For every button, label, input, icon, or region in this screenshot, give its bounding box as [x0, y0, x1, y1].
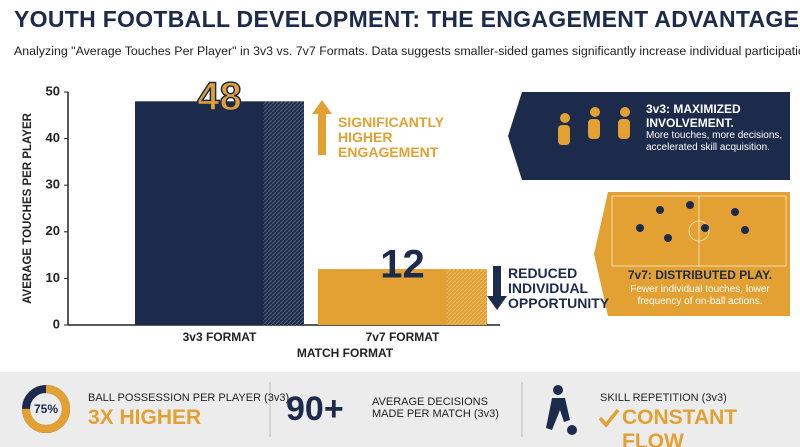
- arrow-up: [312, 100, 332, 155]
- gauge-label: 75%: [34, 402, 58, 416]
- stat-value: 90+: [286, 390, 344, 428]
- y-tick-label: 10: [46, 270, 60, 285]
- y-tick-label: 40: [46, 130, 60, 145]
- arrow-down: [487, 266, 507, 310]
- gauge-arc: [22, 385, 70, 433]
- value-label: 12: [380, 243, 425, 287]
- subtitle: Analyzing "Average Touches Per Player" i…: [14, 44, 800, 58]
- y-tick-label: 30: [46, 177, 60, 192]
- annotation: REDUCED INDIVIDUAL OPPORTUNITY: [508, 265, 610, 311]
- y-tick-label: 20: [46, 223, 60, 238]
- stat-label: SKILL REPETITION (3v3): [600, 392, 727, 404]
- callout-text: Fewer individual touches, lower frequenc…: [630, 284, 770, 307]
- y-tick-label: 0: [53, 316, 60, 331]
- players-icon: [558, 107, 630, 145]
- value-label: 48: [197, 75, 242, 119]
- callout-box: [594, 192, 790, 316]
- player-icon: [546, 385, 577, 435]
- callout-text: More touches, more decisions, accelerate…: [646, 130, 783, 153]
- y-axis-label: AVERAGE TOUCHES PER PLAYER: [22, 112, 34, 304]
- players-icon: [636, 201, 749, 242]
- x-axis-label: MATCH FORMAT: [297, 346, 394, 360]
- check-icon: [598, 408, 620, 428]
- callout-title: 7v7: DISTRIBUTED PLAY.: [627, 268, 773, 282]
- stat-value: 3X HIGHER: [88, 406, 202, 429]
- y-tick-label: 50: [46, 83, 60, 98]
- title: YOUTH FOOTBALL DEVELOPMENT: THE ENGAGEME…: [14, 6, 800, 32]
- callout-box: [508, 92, 790, 180]
- pitch-icon: [688, 220, 710, 242]
- stat-value: CONSTANT FLOW: [622, 406, 738, 447]
- bar-texture: [446, 269, 487, 325]
- x-tick-label: 7v7 FORMAT: [366, 330, 440, 344]
- stat-label: AVERAGE DECISIONS MADE PER MATCH (3v3): [372, 396, 499, 420]
- annotation: SIGNIFICANTLY HIGHER ENGAGEMENT: [338, 114, 444, 160]
- stats-strip: [0, 372, 800, 447]
- x-tick-label: 3v3 FORMAT: [183, 330, 257, 344]
- bar-texture: [263, 101, 304, 325]
- callout-title: 3v3: MAXIMIZED INVOLVEMENT.: [646, 102, 741, 130]
- stat-label: BALL POSSESSION PER PLAYER (3v3): [88, 392, 290, 404]
